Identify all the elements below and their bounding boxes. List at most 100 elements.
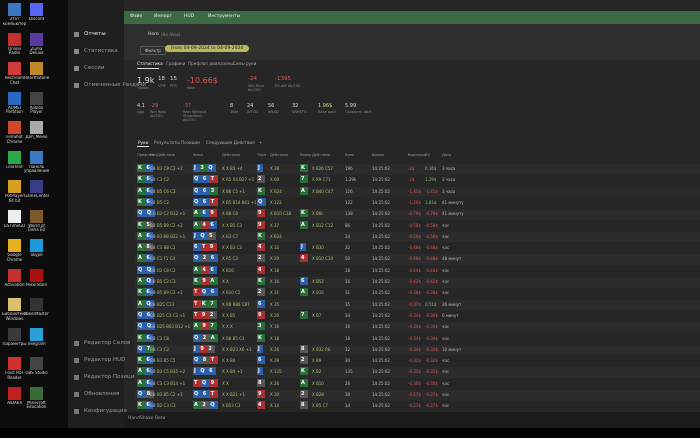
stat-label: Agg [137,110,145,114]
sidebar-item[interactable]: Конфигурация [84,408,127,414]
stat-tab[interactable]: Статистика [137,61,163,66]
cell: 18 [345,335,351,341]
desktop-icon-label[interactable]: Foxit PDF Reader [5,371,24,380]
desktop-icon-label[interactable]: Панель управления [24,164,49,173]
sidebar-item[interactable]: Редактор Селов [84,340,131,346]
cards: 2 [300,390,308,398]
cell: -0.44$ [408,267,421,273]
menu-item[interactable]: HUD [184,14,195,19]
cell: BB [150,335,156,341]
cell: X 37 [270,222,280,228]
stat-value: 24 [247,103,254,109]
stat-label: Won Without Showdown bb/100 [183,110,207,122]
cell: X X X [222,324,233,330]
desktop-icon-label[interactable]: GameCenter [24,194,49,198]
desktop-icon-label[interactable]: Activation [4,282,25,287]
desktop-icon-label[interactable]: Restream Chat [4,76,25,85]
sidebar-item[interactable]: Статистика [84,48,118,54]
stat-label: Win Rate bb/100 [248,84,265,92]
column-header: Банк [345,153,355,157]
sidebar-item[interactable]: Отчеты [84,31,106,37]
cell: 135 [345,369,353,375]
cards: K [257,277,266,285]
hand-tab[interactable]: Результаты [154,140,180,145]
cell: -0.34$ [408,312,421,318]
desktop-icon-label[interactable]: Этот компьютер [2,17,27,26]
cell: BB [150,290,156,296]
hand-tab[interactable]: Позиции [181,140,200,145]
cell: -0.30$ [425,380,438,386]
hand-tab[interactable]: Руки [138,140,149,145]
cell: -0.31$ [408,369,421,375]
cards: 9 [257,310,265,319]
sidebar-item[interactable]: Обновления [84,391,120,397]
sidebar-icon [74,32,79,37]
stat-tab[interactable]: Силы руки [233,61,257,66]
desktop-icon-label[interactable]: Zuma Deluxe [29,46,44,55]
cell: 26 [345,380,351,386]
menu-item[interactable]: Инструменты [208,14,241,19]
cell: 14:25:02 [372,222,390,228]
cell: X B24 [270,233,282,239]
desktop-icon-label[interactable]: Discord [28,17,45,21]
cards: 8 [300,401,308,410]
desktop-icon-label[interactable]: PotPlayer 64 bit [5,194,24,203]
stat-label: Won [187,86,195,90]
desktop-icon-label[interactable]: Roblox Player [29,105,44,114]
stat-tab[interactable]: Префлоп диапазоны [188,61,234,66]
tab-underline [137,146,149,147]
cell: 32 [345,245,351,251]
cards: A [300,220,309,229]
desktop-icon-label[interactable]: GSTimeGO [3,223,26,228]
desktop-icon-label[interactable]: Параметры [2,341,27,346]
filter-button[interactable]: Фильтр [140,46,166,55]
desktop-icon-label[interactable]: OBS Studio [25,371,48,375]
cell: 30 [345,392,351,397]
stat-value: -10.66$ [187,76,218,85]
menu-item[interactable]: Файл [130,14,143,19]
desktop-icon-label[interactable]: PokerStars [25,282,48,287]
menu-item[interactable]: Импорт [154,14,172,19]
stat-value: 4.1 [137,103,145,109]
desktop-icon-label[interactable]: Библиотека Windows [2,312,27,321]
date-range[interactable]: From 04-09-2024 to 04-09-2024 [165,45,250,52]
desktop-icon-label[interactable]: Minecraft Education [26,400,47,409]
desktop-icon-label[interactable]: AOMEI Partition [6,105,23,114]
sidebar-item[interactable]: Сессии [84,65,105,71]
stat-tab[interactable]: Графики [166,61,186,66]
desktop-icon-label[interactable]: Доп_Меню [25,135,48,139]
desktop-icon-label[interactable]: uTorrent [6,164,23,169]
cell: C3 C8 [157,335,169,341]
cell: час [442,335,450,341]
cell: B3 B8 B22 +1 [157,233,186,239]
sidebar-icon [74,375,79,380]
hand-tab[interactable]: Следующие Действия [206,140,255,145]
cell: -0.48$ [425,256,438,262]
desktop-icon-label[interactable]: Skype [30,253,43,257]
desktop-icon-label[interactable]: Google Chrome [6,253,23,262]
desktop-icon-label[interactable]: AIDA64 [7,400,22,405]
cell: 48 минут [442,256,462,262]
hand-tab[interactable]: + [259,140,263,145]
desktop-icon-label[interactable]: FireShot Chrome [6,135,23,144]
cell: BB [150,256,156,262]
cell: X B10 [312,380,324,386]
desktop-icon-label[interactable]: Telegram [27,341,46,346]
sidebar-item[interactable]: Редактор Позиций [84,374,138,380]
sidebar-item[interactable]: Отмеченные Раздачи [84,82,146,88]
desktop-icon-label[interactable]: PokerMaster [24,312,49,316]
cell: 0.51$ [425,301,437,307]
desktop-icon-label[interactable]: Online Radio [8,46,21,55]
row-bg [135,186,700,198]
sidebar-item[interactable]: Редактор HUD [84,357,126,363]
desktop-icon-label[interactable]: World of Tanks EU [27,223,46,232]
desktop-icon-label[interactable]: HearthStone [24,76,49,80]
